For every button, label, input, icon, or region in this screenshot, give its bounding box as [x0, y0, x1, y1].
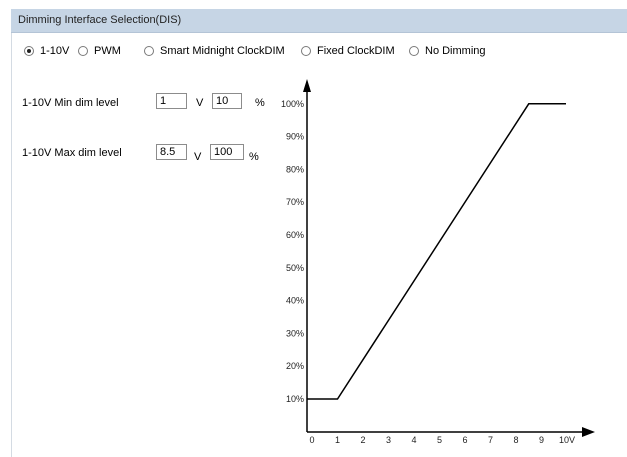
option-1-10v[interactable]: 1-10V — [24, 45, 69, 57]
x-axis-arrow-icon — [582, 427, 595, 437]
x-tick-label: 5 — [437, 435, 442, 445]
y-tick-label: 100% — [281, 99, 304, 109]
section-header: Dimming Interface Selection(DIS) — [11, 9, 627, 33]
option-fixed-clockdim[interactable]: Fixed ClockDIM — [301, 45, 395, 57]
radio-icon[interactable] — [144, 46, 154, 56]
y-tick-label: 10% — [286, 394, 304, 404]
max-dim-volts-input[interactable] — [156, 144, 187, 160]
x-tick-label: 1 — [335, 435, 340, 445]
y-tick-label: 50% — [286, 263, 304, 273]
y-tick-label: 90% — [286, 132, 304, 142]
x-tick-label: 6 — [462, 435, 467, 445]
option-label: 1-10V — [40, 45, 70, 57]
option-pwm[interactable]: PWM — [78, 45, 121, 57]
max-dim-volt-unit: V — [194, 151, 202, 163]
radio-icon[interactable] — [301, 46, 311, 56]
radio-icon[interactable] — [409, 46, 419, 56]
x-tick-label: 3 — [386, 435, 391, 445]
x-tick-label: 9 — [539, 435, 544, 445]
section-title: Dimming Interface Selection(DIS) — [18, 14, 182, 26]
option-label: Smart Midnight ClockDIM — [160, 45, 285, 57]
max-dim-percent-unit: % — [249, 151, 259, 163]
option-no-dimming[interactable]: No Dimming — [409, 45, 486, 57]
option-label: PWM — [94, 45, 121, 57]
max-dim-percent-input[interactable] — [210, 144, 244, 160]
y-tick-label: 70% — [286, 197, 304, 207]
min-dim-label: 1-10V Min dim level — [22, 97, 119, 109]
x-tick-label: 2 — [360, 435, 365, 445]
min-dim-percent-input[interactable] — [212, 93, 242, 109]
y-axis-arrow-icon — [303, 79, 311, 92]
x-tick-label: 8 — [513, 435, 518, 445]
dim-curve-line — [307, 103, 566, 400]
radio-icon[interactable] — [24, 46, 34, 56]
panel-body — [11, 33, 626, 457]
y-tick-label: 20% — [286, 361, 304, 371]
min-dim-volts-input[interactable] — [156, 93, 187, 109]
x-tick-label: 0 — [309, 435, 314, 445]
min-dim-volt-unit: V — [196, 97, 204, 109]
y-tick-label: 60% — [286, 230, 304, 240]
option-smart-midnight-clockdim[interactable]: Smart Midnight ClockDIM — [144, 45, 285, 57]
x-tick-label: 10V — [559, 435, 575, 445]
min-dim-percent-unit: % — [255, 97, 265, 109]
option-label: No Dimming — [425, 45, 486, 57]
y-tick-label: 80% — [286, 164, 304, 174]
option-label: Fixed ClockDIM — [317, 45, 395, 57]
radio-icon[interactable] — [78, 46, 88, 56]
y-tick-label: 40% — [286, 296, 304, 306]
x-tick-label: 7 — [488, 435, 493, 445]
max-dim-label: 1-10V Max dim level — [22, 147, 122, 159]
y-tick-label: 30% — [286, 328, 304, 338]
x-tick-label: 4 — [411, 435, 416, 445]
